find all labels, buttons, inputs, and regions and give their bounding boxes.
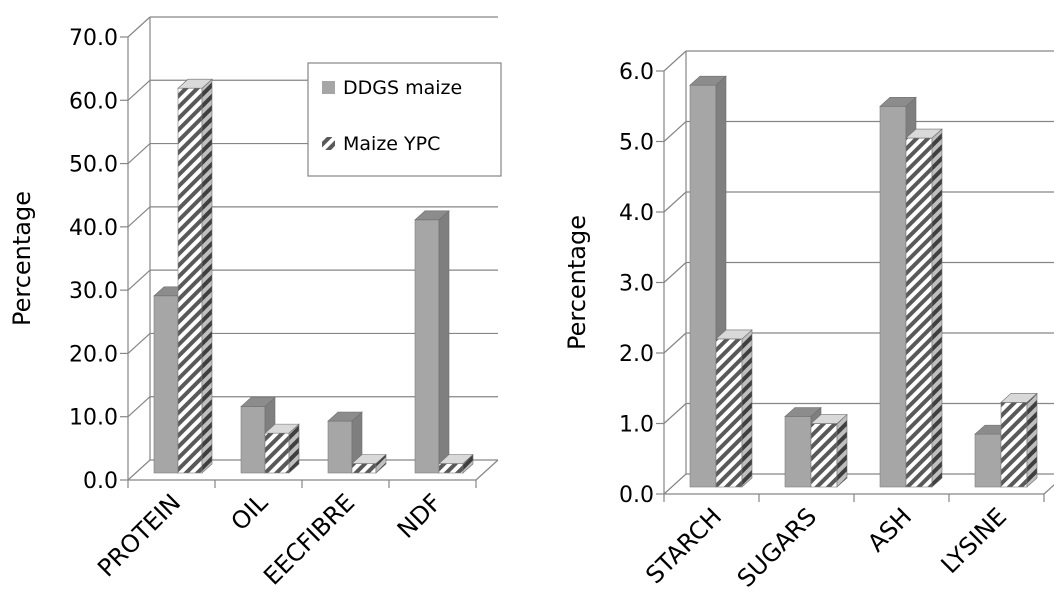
y-axis-label: Percentage bbox=[563, 215, 591, 350]
y-tick-label: 0.0 bbox=[83, 469, 118, 494]
y-tick-label: 5.0 bbox=[619, 131, 654, 156]
bar-front bbox=[240, 406, 266, 474]
bar-front bbox=[905, 137, 933, 488]
gridline-diagonal bbox=[663, 262, 687, 283]
x-tick-label-ash: ASH bbox=[862, 502, 917, 557]
y-tick-label: 3.0 bbox=[619, 272, 654, 297]
bar-top bbox=[879, 97, 917, 107]
x-tick-label-oil: OIL bbox=[226, 488, 274, 536]
gridline-diagonal bbox=[663, 50, 687, 72]
bar-top bbox=[438, 454, 474, 464]
gridline-diagonal bbox=[127, 79, 151, 101]
bar-sugars-maize-ypc bbox=[810, 413, 848, 488]
y-tick-label: 50.0 bbox=[69, 153, 118, 178]
bar-front bbox=[784, 416, 812, 488]
bar-front bbox=[438, 463, 464, 474]
y-axis-label: Percentage bbox=[8, 191, 36, 326]
bar-ndf-ddgs-maize bbox=[414, 210, 450, 474]
y-tick-label: 30.0 bbox=[69, 279, 118, 304]
bar-lysine-ddgs-maize bbox=[974, 424, 1012, 488]
y-tick-label: 4.0 bbox=[619, 201, 654, 226]
floor-edge bbox=[1043, 484, 1054, 495]
legend-box bbox=[307, 62, 502, 177]
legend-label-ddgs-maize: DDGS maize bbox=[343, 77, 462, 99]
gridline-diagonal bbox=[127, 269, 151, 291]
bar-front bbox=[414, 219, 440, 474]
bar-front bbox=[1000, 402, 1028, 488]
bar-eecfibre-maize-ypc bbox=[351, 453, 387, 474]
floor-edge bbox=[475, 459, 499, 481]
x-tick-label-starch: STARCH bbox=[640, 502, 727, 589]
y-tick-label: 10.0 bbox=[69, 406, 118, 431]
x-tick-label-sugars: SUGARS bbox=[732, 502, 822, 592]
bar-front bbox=[810, 423, 838, 488]
bar-side bbox=[1026, 392, 1038, 488]
bar-ash-maize-ypc bbox=[905, 128, 943, 488]
bar-side bbox=[836, 413, 848, 488]
legend-swatch-ddgs-maize bbox=[322, 81, 335, 94]
gridline-diagonal bbox=[127, 396, 151, 418]
bar-top bbox=[177, 78, 213, 89]
chart-right: 0.0 1.0 2.0 3.0 4.0 5.0 6.0 STARCH SUGARS ASH LYSI… bbox=[563, 50, 1054, 593]
bar-top bbox=[264, 423, 300, 434]
legend: DDGS maize Maize YPC bbox=[307, 62, 502, 177]
y-tick-label: 1.0 bbox=[619, 413, 654, 438]
bar-starch-maize-ypc bbox=[715, 329, 753, 488]
bar-top bbox=[351, 454, 387, 464]
bar-front bbox=[351, 463, 377, 474]
bar-top bbox=[689, 75, 727, 86]
y-tick-label: 0.0 bbox=[619, 483, 654, 508]
bar-front bbox=[974, 433, 1002, 488]
gridline-diagonal bbox=[663, 191, 687, 213]
bar-front bbox=[153, 295, 179, 474]
bar-protein-maize-ypc bbox=[177, 78, 213, 474]
x-tick-label-protein: PROTEIN bbox=[92, 488, 186, 582]
gridline-diagonal bbox=[663, 121, 687, 142]
bar-side bbox=[201, 78, 213, 474]
bar-side bbox=[741, 329, 753, 488]
y-tick-label: 2.0 bbox=[619, 342, 654, 367]
legend-swatch-maize-ypc bbox=[322, 137, 335, 150]
y-tick-label: 40.0 bbox=[69, 216, 118, 241]
gridline-diagonal bbox=[127, 143, 151, 165]
bar-front bbox=[879, 106, 907, 488]
bar-top bbox=[784, 407, 822, 417]
gridline-diagonal bbox=[663, 473, 687, 495]
bar-top bbox=[715, 329, 753, 340]
bar-top bbox=[240, 397, 276, 407]
gridline-diagonal bbox=[127, 206, 151, 228]
gridline-diagonal bbox=[127, 16, 151, 38]
bar-front bbox=[264, 432, 290, 474]
y-tick-label: 20.0 bbox=[69, 342, 118, 367]
bar-front bbox=[177, 87, 203, 474]
legend-label-maize-ypc: Maize YPC bbox=[343, 133, 440, 155]
bar-top bbox=[905, 128, 943, 139]
x-tick-label-lysine: LYSINE bbox=[936, 502, 1013, 579]
bar-top bbox=[414, 210, 450, 221]
bar-top bbox=[1000, 393, 1038, 403]
bar-top bbox=[327, 411, 363, 422]
y-tick-label: 60.0 bbox=[69, 89, 118, 114]
chart-left: 0.0 10.0 20.0 30.0 40.0 50.0 60.0 70.0 PROTEIN OI… bbox=[8, 16, 502, 590]
bar-oil-maize-ypc bbox=[264, 423, 300, 474]
bar-ndf-maize-ypc bbox=[438, 453, 474, 474]
bar-lysine-maize-ypc bbox=[1000, 392, 1038, 488]
y-tick-label: 6.0 bbox=[619, 60, 654, 85]
gridline-diagonal bbox=[663, 332, 687, 354]
bar-eecfibre-ddgs-maize bbox=[327, 411, 363, 474]
bar-front bbox=[327, 420, 353, 474]
gridline-diagonal bbox=[127, 332, 151, 354]
bar-side bbox=[931, 128, 943, 488]
x-tick-label-ndf: NDF bbox=[392, 488, 447, 543]
gridline-diagonal bbox=[663, 403, 687, 424]
gridline-diagonal bbox=[127, 459, 151, 481]
bar-top bbox=[810, 414, 848, 424]
x-tick-label-eecfibre: EECFIBRE bbox=[258, 488, 360, 590]
bar-front bbox=[715, 338, 743, 488]
bar-front bbox=[689, 84, 717, 488]
y-tick-label: 70.0 bbox=[69, 26, 118, 51]
bar-side bbox=[438, 210, 450, 474]
